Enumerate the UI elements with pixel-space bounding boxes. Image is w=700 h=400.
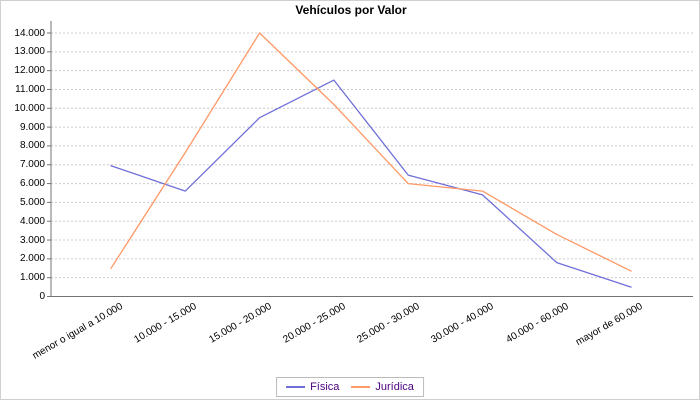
- y-tick-label: 3.000: [19, 234, 45, 246]
- y-tick-label: 1.000: [19, 272, 45, 284]
- series-line-física: [110, 79, 632, 288]
- series-line-jurídica: [110, 32, 632, 272]
- legend: Física Jurídica: [276, 377, 424, 397]
- juridica-line-swatch: [351, 386, 371, 388]
- legend-item-fisica: Física: [286, 381, 339, 393]
- y-tick-label: 6.000: [19, 178, 45, 190]
- y-tick-label: 2.000: [19, 253, 45, 265]
- y-tick-label: 12.000: [14, 65, 45, 77]
- y-tick-label: 13.000: [14, 46, 45, 58]
- chart-title: Vehículos por Valor: [295, 3, 407, 17]
- y-tick-label: 4.000: [19, 215, 45, 227]
- y-tick-label: 9.000: [19, 121, 45, 133]
- y-tick-label: 8.000: [19, 140, 45, 152]
- y-tick-label: 0: [39, 291, 45, 302]
- fisica-line-swatch: [286, 386, 306, 388]
- legend-item-juridica: Jurídica: [351, 381, 414, 393]
- y-tick-label: 11.000: [15, 83, 45, 95]
- legend-label-fisica: Física: [310, 381, 340, 393]
- y-tick-label: 7.000: [19, 159, 45, 171]
- y-tick-label: 14.000: [14, 27, 45, 39]
- legend-label-juridica: Jurídica: [375, 381, 414, 393]
- y-tick-label: 5.000: [19, 196, 45, 208]
- y-tick-label: 10.000: [14, 102, 45, 114]
